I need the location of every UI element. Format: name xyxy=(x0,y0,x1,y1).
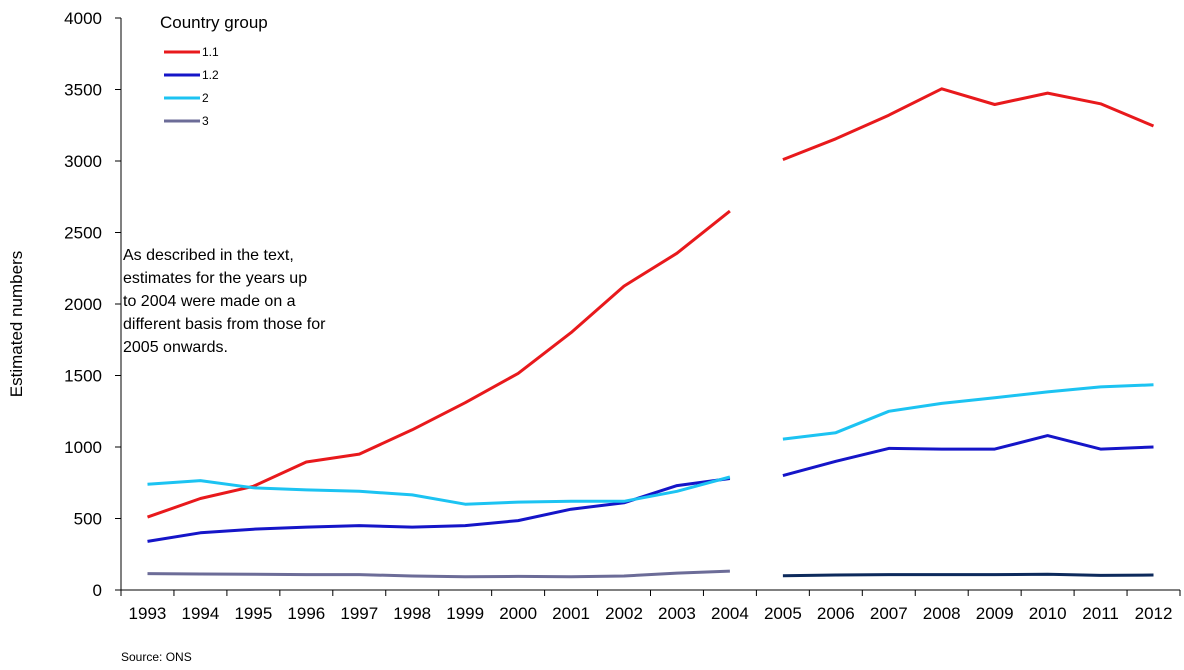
y-tick-label: 500 xyxy=(74,510,102,529)
x-tick-label: 2002 xyxy=(605,604,643,623)
x-tick-label: 1993 xyxy=(129,604,167,623)
x-tick-label: 2011 xyxy=(1082,604,1119,623)
series-line-1.2 xyxy=(147,477,731,543)
y-tick-label: 2500 xyxy=(64,224,102,243)
legend-label-1.2: 1.2 xyxy=(202,68,219,82)
x-tick-label: 2004 xyxy=(711,604,749,623)
x-tick-label: 2010 xyxy=(1029,604,1067,623)
series-line-3 xyxy=(782,572,1154,578)
x-tick-label: 1998 xyxy=(393,604,431,623)
y-axis: 0 500 1000 1500 2000 2500 3000 3500 4000 Estimate… xyxy=(7,9,122,600)
y-tick-label: 1500 xyxy=(64,367,102,386)
x-tick-label: 2000 xyxy=(499,604,537,623)
legend-label-2: 2 xyxy=(202,91,209,105)
y-tick-label: 1000 xyxy=(64,438,102,457)
source-note: Source: ONS xyxy=(121,650,192,664)
annotation-line: different basis from those for xyxy=(123,316,326,333)
legend-label-1.1: 1.1 xyxy=(202,45,219,59)
y-tick-label: 4000 xyxy=(64,9,102,28)
x-tick-label: 2007 xyxy=(870,604,908,623)
series-line-2 xyxy=(147,475,731,506)
annotation-line: to 2004 were made on a xyxy=(123,293,296,310)
y-tick-label: 2000 xyxy=(64,295,102,314)
x-tick-label: 1999 xyxy=(446,604,484,623)
x-tick-label: 2001 xyxy=(552,604,590,623)
annotation-line: 2005 onwards. xyxy=(123,339,228,356)
annotation-block: As described in the text, estimates for t… xyxy=(123,247,326,356)
series-line-1.1 xyxy=(782,87,1155,161)
series-line-2 xyxy=(782,383,1154,441)
x-tick-label: 2008 xyxy=(923,604,961,623)
series-lines xyxy=(147,87,1155,579)
legend-title: Country group xyxy=(160,13,268,32)
x-tick-label: 2009 xyxy=(976,604,1014,623)
y-tick-label: 3500 xyxy=(64,81,102,100)
x-tick-label: 1996 xyxy=(287,604,325,623)
y-tick-label: 3000 xyxy=(64,152,102,171)
series-line-1.2 xyxy=(782,434,1154,478)
x-tick-label: 1995 xyxy=(234,604,272,623)
x-tick-label: 2005 xyxy=(764,604,802,623)
legend-label-3: 3 xyxy=(202,114,209,128)
legend: Country group 1.1 1.2 2 3 xyxy=(160,13,268,128)
x-tick-label: 2003 xyxy=(658,604,696,623)
x-axis: 1993 1994 1995 1996 1997 1998 1999 2000 2001 2002… xyxy=(120,589,1181,623)
x-tick-label: 2006 xyxy=(817,604,855,623)
annotation-line: As described in the text, xyxy=(123,247,294,264)
series-line-1.1 xyxy=(147,209,731,519)
y-axis-title: Estimated numbers xyxy=(7,251,26,397)
x-tick-label: 2012 xyxy=(1135,604,1173,623)
annotation-line: estimates for the years up xyxy=(123,270,307,287)
y-tick-label: 0 xyxy=(93,581,102,600)
x-tick-label: 1994 xyxy=(182,604,220,623)
x-tick-label: 1997 xyxy=(340,604,378,623)
series-line-3 xyxy=(147,569,730,579)
